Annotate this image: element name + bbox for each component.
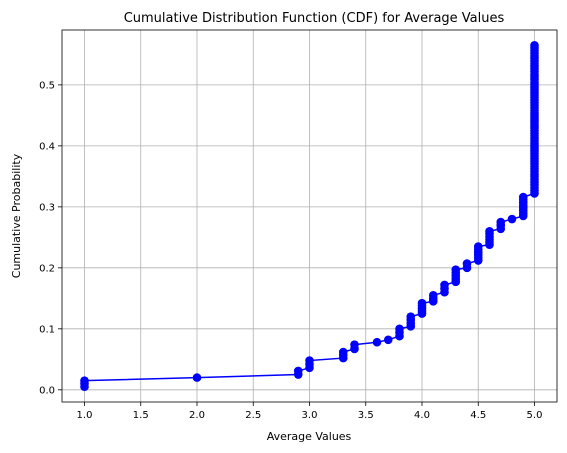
x-tick-label: 3.5 — [358, 410, 374, 421]
series-group — [80, 40, 539, 392]
data-point — [530, 111, 539, 120]
y-axis: 0.0 0.1 0.2 0.3 0.4 0.5 — [39, 80, 62, 396]
x-tick-label: 1.0 — [77, 410, 93, 421]
y-tick-label: 0.5 — [39, 80, 55, 91]
data-point — [440, 287, 449, 297]
data-point — [293, 366, 303, 376]
data-point — [530, 172, 539, 181]
data-point — [473, 242, 483, 251]
x-tick-label: 2.5 — [245, 410, 261, 421]
data-point — [451, 277, 461, 287]
x-tick-label: 5.0 — [527, 410, 543, 421]
data-point — [305, 363, 314, 373]
data-point — [462, 259, 472, 268]
data-point — [417, 298, 427, 308]
data-point — [485, 240, 494, 249]
data-point — [80, 376, 89, 385]
data-point — [518, 192, 528, 202]
x-tick-label: 1.5 — [133, 410, 149, 421]
data-point — [192, 373, 202, 382]
y-tick-label: 0.1 — [39, 324, 55, 335]
data-point — [338, 353, 348, 363]
data-point — [428, 290, 438, 300]
data-point — [518, 211, 528, 221]
y-tick-label: 0.3 — [39, 202, 55, 213]
x-tick-label: 4.5 — [470, 410, 486, 421]
chart-title: Cumulative Distribution Function (CDF) f… — [124, 11, 505, 26]
data-point — [406, 322, 416, 331]
data-point — [530, 189, 539, 198]
data-point — [451, 265, 461, 274]
data-point — [440, 280, 449, 290]
data-point — [338, 347, 348, 357]
x-axis-title: Average Values — [267, 430, 352, 443]
x-tick-label: 2.0 — [189, 410, 205, 421]
data-point — [428, 297, 438, 306]
data-point — [496, 224, 506, 234]
data-point — [473, 256, 483, 265]
data-point — [530, 141, 539, 151]
data-point — [530, 80, 539, 90]
data-point — [350, 340, 359, 349]
y-tick-label: 0.2 — [39, 263, 55, 274]
x-tick-label: 3.0 — [302, 410, 318, 421]
data-point — [417, 309, 427, 318]
data-point — [485, 226, 494, 236]
y-axis-title: Cumulative Probability — [10, 153, 23, 278]
data-point — [406, 312, 416, 321]
data-point — [383, 335, 393, 345]
x-tick-label: 4.0 — [414, 410, 430, 421]
y-tick-label: 0.0 — [39, 385, 55, 396]
data-point — [496, 217, 506, 227]
data-point — [80, 382, 89, 392]
data-point — [395, 324, 404, 334]
grid-lines — [62, 30, 557, 402]
x-axis: 1.0 1.5 2.0 2.5 3.0 3.5 4.0 4.5 5.0 — [77, 402, 543, 421]
y-tick-label: 0.4 — [39, 141, 55, 152]
data-point — [305, 356, 314, 365]
data-point — [372, 337, 382, 347]
data-point — [507, 214, 517, 224]
data-point — [530, 40, 539, 50]
data-point — [395, 331, 404, 341]
